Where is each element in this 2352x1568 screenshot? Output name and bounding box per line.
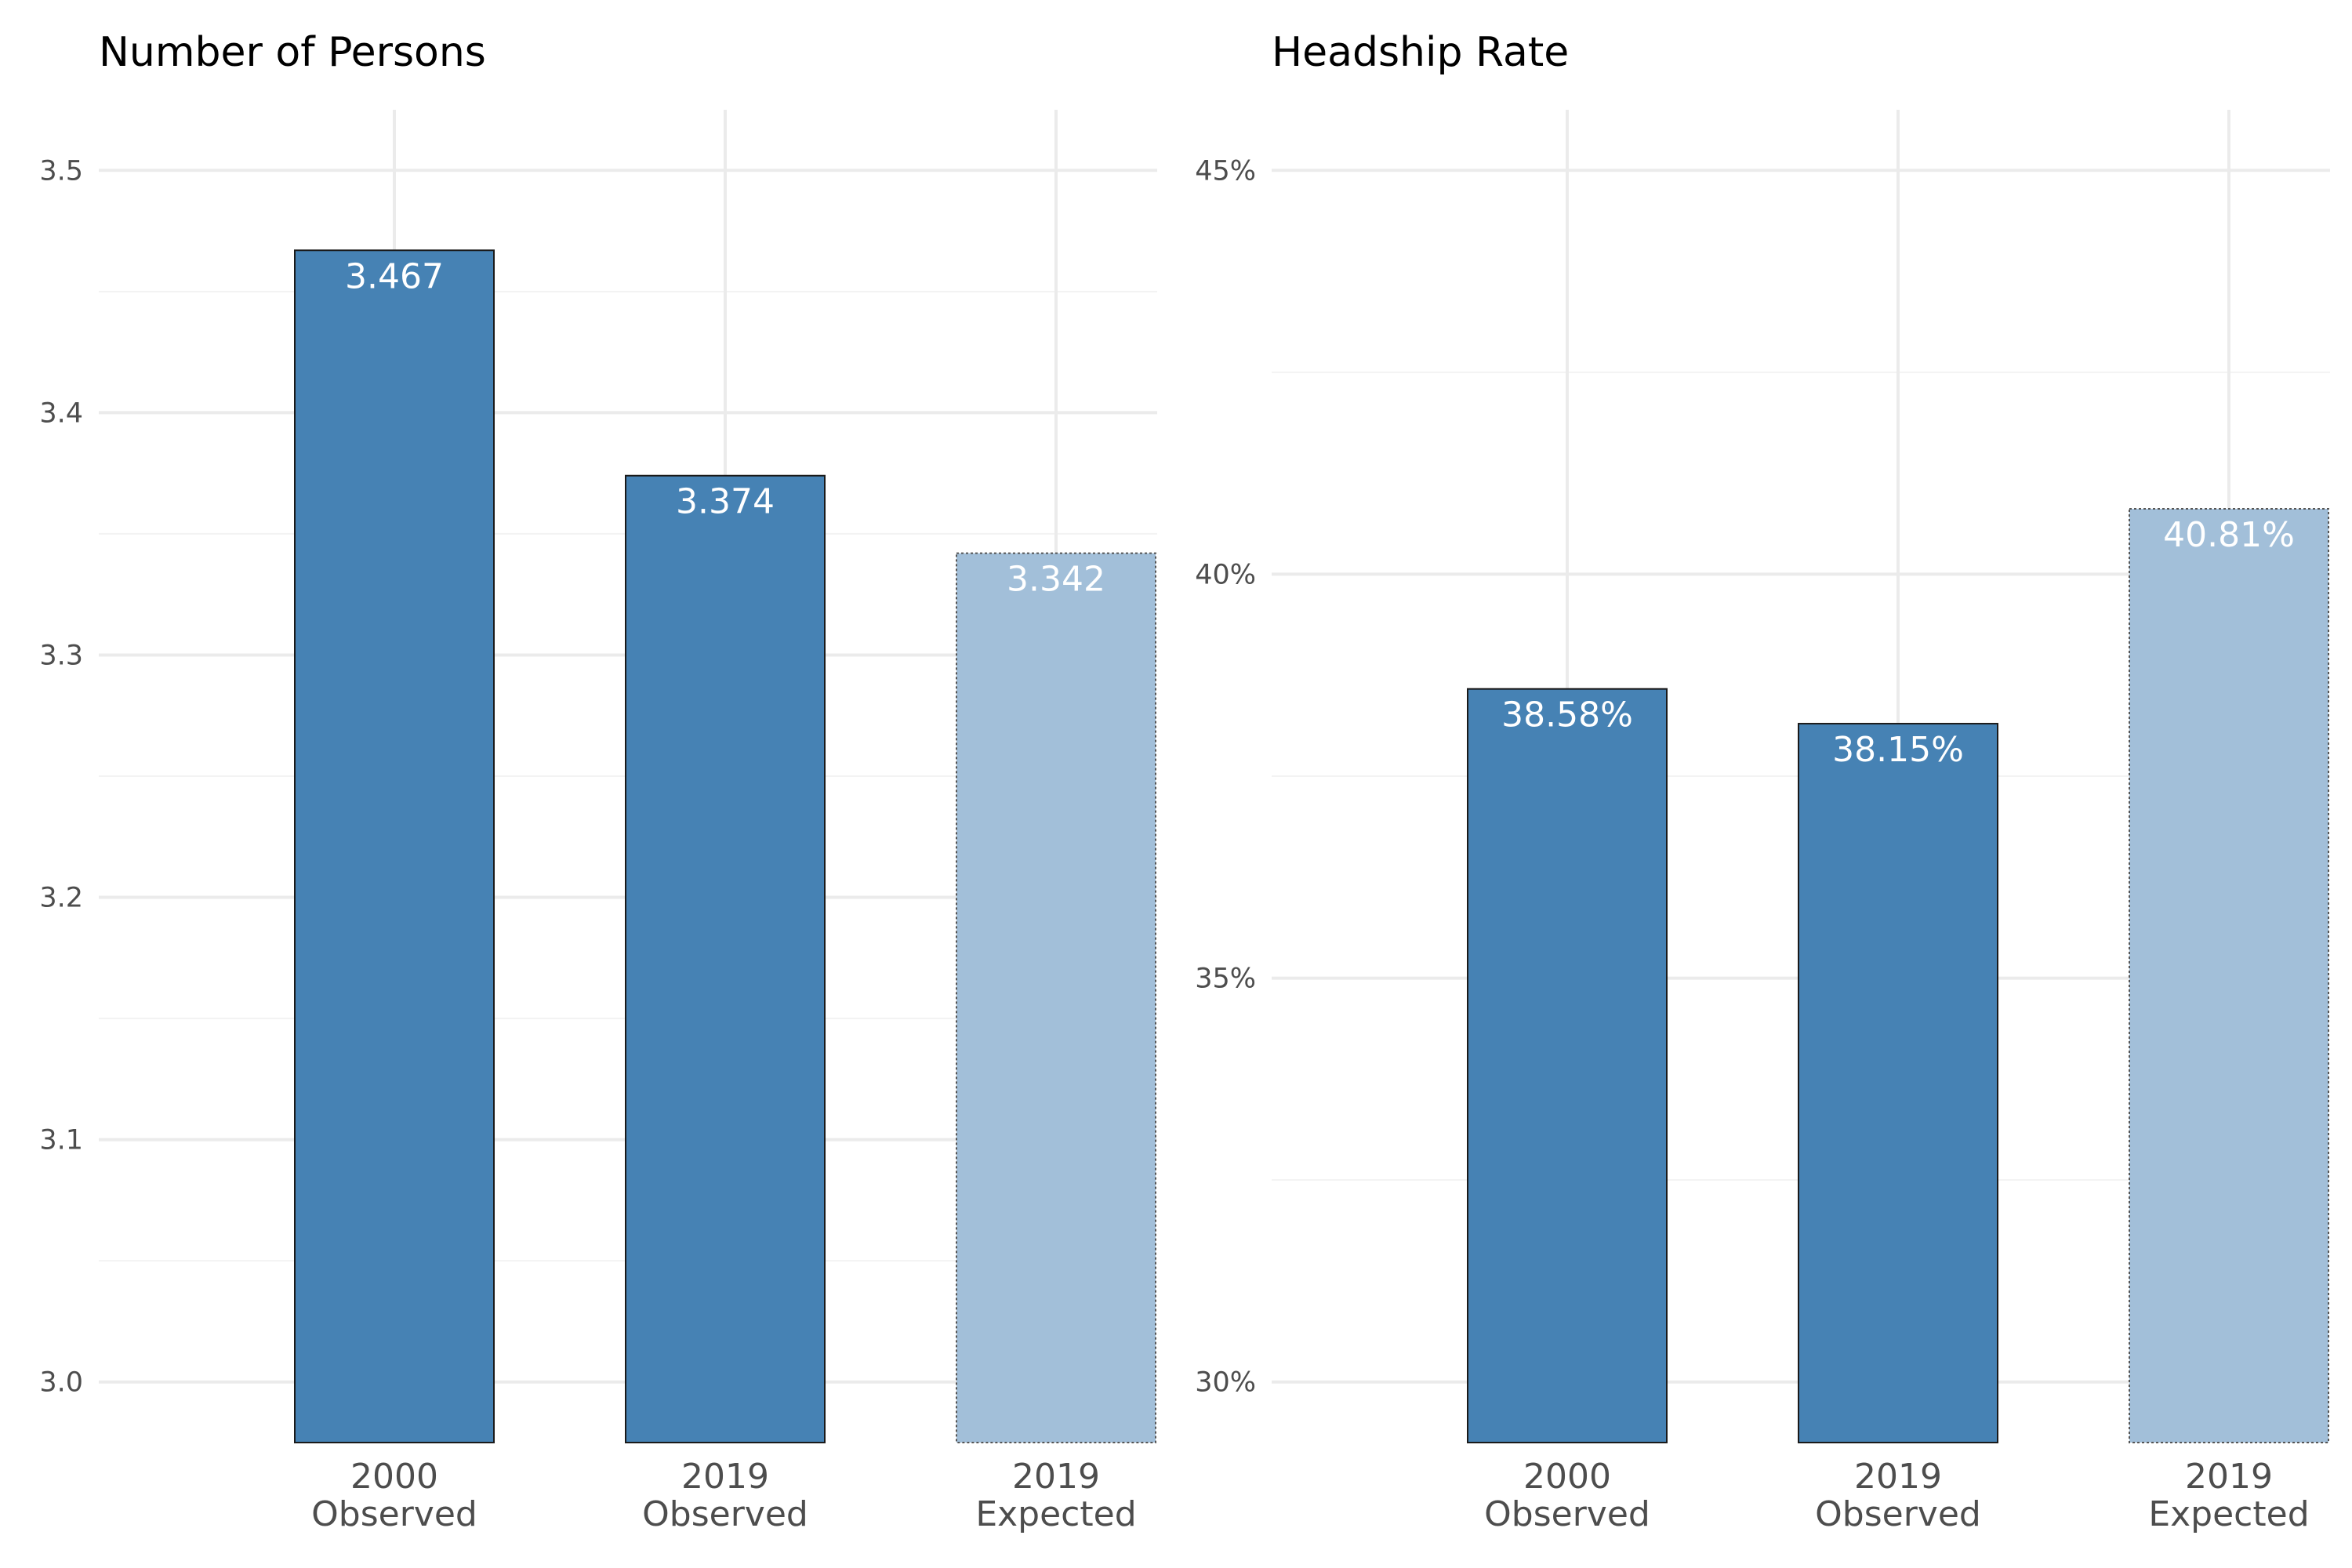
x-tick-label: 2019 Observed xyxy=(1815,1457,1981,1534)
y-tick-label: 3.4 xyxy=(39,397,83,429)
x-tick-label: 2019 Expected xyxy=(2148,1457,2309,1534)
bar-expected xyxy=(2129,507,2329,1443)
y-tick-label: 3.0 xyxy=(39,1367,83,1399)
y-tick-label: 3.3 xyxy=(39,640,83,671)
bar-value-label: 3.374 xyxy=(676,482,775,522)
bar-observed xyxy=(625,474,826,1443)
x-tick-label: 2019 Expected xyxy=(975,1457,1136,1534)
x-tick-label: 2000 Observed xyxy=(1484,1457,1650,1534)
bar-value-label: 3.342 xyxy=(1007,560,1105,600)
y-tick-label: 3.5 xyxy=(39,155,83,187)
bar-observed xyxy=(1467,688,1668,1443)
panel-title: Number of Persons xyxy=(99,29,486,76)
panel-title: Headship Rate xyxy=(1272,29,1569,76)
y-tick-label: 3.2 xyxy=(39,883,83,914)
bar-value-label: 3.467 xyxy=(345,256,444,296)
x-tick-label: 2019 Observed xyxy=(642,1457,808,1534)
bar-observed xyxy=(294,249,495,1444)
y-tick-label: 30% xyxy=(1195,1367,1256,1399)
bar-value-label: 38.58% xyxy=(1501,695,1633,735)
x-tick-label: 2000 Observed xyxy=(311,1457,477,1534)
y-tick-label: 45% xyxy=(1195,155,1256,187)
y-tick-label: 40% xyxy=(1195,559,1256,590)
y-tick-label: 3.1 xyxy=(39,1125,83,1156)
bar-value-label: 40.81% xyxy=(2163,515,2295,555)
bar-expected xyxy=(956,552,1156,1443)
y-tick-label: 35% xyxy=(1195,964,1256,995)
panel-number-of-persons: Number of Persons 3.0 3.1 3.2 3.3 3.4 3.5 3.467… xyxy=(39,29,1157,1534)
bar-value-label: 38.15% xyxy=(1832,730,1964,770)
bar-observed xyxy=(1798,723,1998,1443)
panel-headship-rate: Headship Rate 30% 35% 40% 45% 38.58% 2000 Obser… xyxy=(1195,29,2330,1534)
